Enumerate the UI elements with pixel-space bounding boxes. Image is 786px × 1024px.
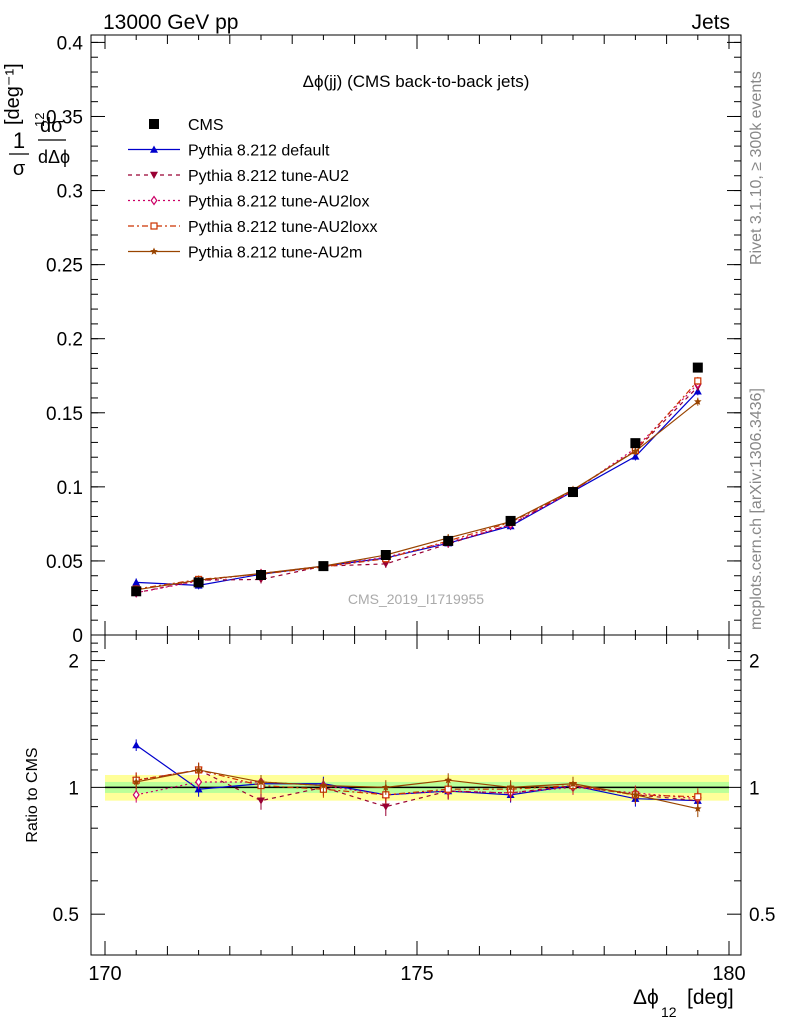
legend-label: Pythia 8.212 tune-AU2 [188, 168, 349, 185]
series-2-point [381, 560, 390, 568]
xlabel-delta-phi: Δϕ [633, 986, 659, 1009]
series-0-point [692, 362, 703, 373]
rivet-version-label: Rivet 3.1.10, ≥ 300k events [748, 71, 765, 265]
series-4-ratio-line [136, 769, 698, 798]
legend-marker [150, 247, 158, 255]
series-5-line [136, 401, 699, 591]
ylabel-dphi: dΔϕ [38, 147, 70, 167]
y-tick-label: 0.15 [46, 404, 83, 425]
series-4-point [694, 377, 702, 385]
series-0-point [568, 487, 578, 498]
series-1-point [132, 578, 141, 586]
series-5-point [694, 397, 702, 405]
series-5-ratio-point [194, 765, 203, 774]
y-tick-label: 0.2 [57, 330, 83, 351]
series-5-ratio-point [132, 778, 140, 786]
ratio-y-tick-label: 1 [68, 778, 79, 799]
series-0-point [443, 535, 454, 546]
y-tick-label: 0.05 [46, 552, 83, 573]
series-0-point [256, 570, 266, 580]
series-5-ratio-point [631, 790, 640, 799]
legend-marker [150, 222, 158, 230]
ratio-y-tick-label-right: 0.5 [749, 905, 775, 926]
main-axes: 0 0.05 0.1 0.15 0.2 0.25 0.3 0.35 0.4 [46, 33, 741, 647]
ratio-y-tick-label-right: 2 [749, 652, 760, 673]
series-5-ratio-point [569, 779, 577, 787]
legend-label: Pythia 8.212 tune-AU2loxx [188, 219, 377, 236]
series-5-ratio-point [319, 781, 328, 789]
legend-label: Pythia 8.212 tune-AU2lox [188, 194, 369, 211]
ratio-axes: 170 175 180 0.5 0.5 1 1 2 2 [53, 635, 775, 985]
series-3-ratio-point [195, 776, 203, 788]
ratio-panel: 170 175 180 0.5 0.5 1 1 2 2 Ratio to CMS [24, 634, 775, 985]
series-3-line [136, 383, 699, 594]
header-jets-label: Jets [691, 11, 730, 34]
x-tick-label: 175 [400, 963, 433, 985]
series-1-ratio-point [132, 741, 141, 749]
series-5-ratio-point [694, 804, 702, 812]
legend-marker [150, 171, 158, 179]
legend-label: Pythia 8.212 tune-AU2m [188, 245, 362, 262]
xlabel: Δϕ 12 [deg] [633, 986, 734, 1020]
series-1-point [631, 452, 640, 460]
ylabel-one: 1 [13, 128, 25, 153]
legend: CMS Pythia 8.212 default Pythia 8.212 tune… [128, 117, 377, 262]
watermark: CMS_2019_I1719955 [348, 591, 484, 607]
ratio-ylabel: Ratio to CMS [24, 747, 41, 842]
y-tick-label: 0.3 [57, 182, 83, 203]
legend-marker [150, 145, 158, 153]
series-5-ratio-point [506, 783, 515, 791]
main-panel: Δϕ(jj) (CMS back-to-back jets) CMS_2019_… [46, 33, 742, 647]
ylabel-dsigma: dσ [40, 115, 64, 137]
ylabel-unit: [deg⁻¹] [2, 63, 24, 125]
series-0-point [630, 438, 641, 449]
x-tick-label: 170 [88, 963, 121, 985]
series-0-point [131, 586, 142, 597]
ylabel-sub12: 12 [32, 113, 47, 127]
series-2-ratio-point [381, 803, 390, 811]
xlabel-unit: [deg] [687, 986, 734, 1009]
xlabel-sub12: 12 [661, 1004, 677, 1020]
series-2-ratio-point [257, 797, 265, 805]
ylabel-sigma: σ [13, 158, 26, 180]
series-2-line [136, 386, 699, 594]
ratio-panel-frame [90, 634, 742, 956]
series-0-point [193, 577, 204, 588]
series-5-ratio-line [136, 769, 698, 810]
series-3-ratio-point [132, 789, 140, 800]
series-4-line [136, 380, 699, 590]
legend-marker [150, 195, 158, 206]
legend-marker [149, 119, 159, 129]
series-0-point [318, 561, 329, 572]
ratio-y-tick-label-right: 1 [749, 778, 760, 799]
ratio-y-tick-label: 2 [68, 652, 79, 673]
y-tick-label: 0.25 [46, 256, 83, 277]
y-tick-label: 0.35 [46, 107, 83, 128]
y-tick-label: 0.4 [57, 33, 84, 54]
x-tick-label: 180 [712, 963, 745, 985]
series-5-ratio-point [382, 783, 390, 791]
series-0-point [380, 550, 391, 560]
main-ylabel: 1 σ dσ dΔϕ 12 [deg⁻¹] [2, 63, 70, 180]
series-1-line [136, 390, 699, 586]
ratio-y-tick-label: 0.5 [53, 905, 79, 926]
main-series-layer [131, 362, 703, 598]
series-1-point [693, 387, 702, 395]
series-5-ratio-point [444, 776, 452, 784]
ratio-series-layer [132, 739, 702, 818]
y-tick-label: 0 [72, 626, 83, 647]
mcplots-label: mcplots.cern.ch [arXiv:1306.3436] [748, 388, 765, 630]
series-5-ratio-point [257, 778, 265, 786]
series-4-ratio-point [694, 793, 702, 801]
legend-label: CMS [188, 117, 224, 134]
y-tick-label: 0.1 [57, 478, 83, 499]
legend-label: Pythia 8.212 default [188, 143, 330, 160]
series-1-ratio-line [135, 744, 698, 802]
series-0-point [505, 515, 516, 526]
header-energy-label: 13000 GeV pp [103, 11, 238, 34]
plot-title: Δϕ(jj) (CMS back-to-back jets) [303, 72, 530, 91]
series-5-point [631, 447, 640, 455]
